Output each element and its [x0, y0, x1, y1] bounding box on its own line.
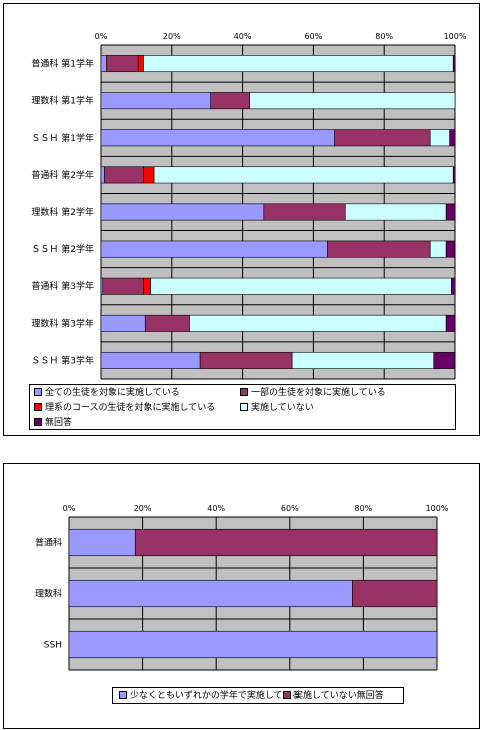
- x-tick-label: 20%: [163, 32, 181, 41]
- x-tick-label: 80%: [375, 32, 393, 41]
- bar-segment-4: [429, 240, 447, 258]
- chart-2-legend: 少なくともいずれかの学年で実施している 実施していない無回答: [112, 687, 404, 704]
- legend-label: 理系のコースの生徒を対象に実施している: [45, 403, 216, 413]
- bar-segment-5: [451, 277, 456, 295]
- chart-1-legend: 全ての生徒を対象に実施している 一部の生徒を対象に実施している理系のコースの生徒を…: [29, 384, 456, 430]
- bar-segment-1: [100, 203, 265, 221]
- bar-segment-2: [104, 166, 144, 184]
- bar-segment-5: [449, 129, 456, 147]
- category-label: ＳＳＨ 第2学年: [31, 243, 94, 255]
- x-tick-label: 100%: [426, 504, 449, 513]
- bar-segment-4: [291, 351, 435, 369]
- legend-label: 実施していない: [251, 403, 314, 413]
- legend-item: 一部の生徒を対象に実施している: [240, 387, 386, 399]
- category-label: SSH: [44, 641, 62, 651]
- x-tick-label: 0%: [95, 32, 108, 41]
- bar-segment-1: [100, 166, 105, 184]
- bar-segment-1: [68, 528, 136, 557]
- legend-label: 全ての生徒を対象に実施している: [45, 388, 180, 398]
- category-label: 普通科 第3学年: [31, 280, 94, 292]
- x-tick-label: 40%: [234, 32, 252, 41]
- bar-segment-3: [143, 277, 151, 295]
- bar-segment-2: [327, 240, 431, 258]
- legend-label: 実施していない無回答: [294, 691, 384, 701]
- bar-segment-4: [429, 129, 450, 147]
- bar-segment-4: [150, 277, 452, 295]
- bar-segment-2: [144, 314, 190, 332]
- bar-segment-3: [137, 55, 144, 73]
- chart-panel-2: 0% 20% 40% 60% 80% 100% 普通科理数科 SSH 少なくともいずれかの学年…: [3, 463, 480, 729]
- legend-label: 少なくともいずれかの学年で実施している: [130, 691, 301, 701]
- bar-segment-1: [100, 92, 212, 110]
- bar-segment-1: [100, 55, 107, 73]
- legend-swatch: [283, 690, 291, 699]
- bar-segment-5: [445, 240, 456, 258]
- x-tick-label: 100%: [444, 32, 467, 41]
- legend-label: 一部の生徒を対象に実施している: [251, 388, 386, 398]
- category-label: 普通科: [35, 537, 62, 549]
- category-label: 普通科 第2学年: [31, 169, 94, 181]
- category-label: 普通科 第1学年: [31, 58, 94, 70]
- legend-item: 実施していない: [240, 402, 314, 414]
- bar-segment-4: [153, 166, 454, 184]
- legend-swatch: [240, 387, 248, 396]
- bar-segment-5: [433, 351, 456, 369]
- bar-segment-1: [68, 579, 353, 608]
- legend-swatch: [119, 690, 127, 699]
- x-tick-label: 60%: [281, 504, 299, 513]
- x-tick-label: 40%: [207, 504, 225, 513]
- bar-segment-5: [445, 203, 456, 221]
- legend-label: 無回答: [45, 418, 73, 428]
- category-label: 理数科 第1学年: [31, 95, 94, 107]
- bar-segment-2: [334, 129, 431, 147]
- bar-segment-4: [143, 55, 454, 73]
- category-label: 理数科 第3学年: [31, 317, 94, 329]
- bar-segment-1: [100, 314, 146, 332]
- bar-segment-2: [352, 579, 438, 608]
- bar-segment-4: [189, 314, 447, 332]
- category-label: ＳＳＨ 第3学年: [31, 354, 94, 366]
- bar-segment-1: [100, 351, 201, 369]
- legend-swatch: [34, 417, 42, 426]
- legend-item: 少なくともいずれかの学年で実施している: [119, 690, 301, 702]
- category-label: 理数科 第2学年: [31, 206, 94, 218]
- bar-segment-4: [249, 92, 456, 110]
- bar-segment-2: [134, 528, 438, 557]
- x-tick-label: 0%: [63, 504, 76, 513]
- bar-segment-1: [68, 630, 438, 659]
- legend-item: 全ての生徒を対象に実施している: [34, 387, 180, 399]
- bar-segment-3: [143, 166, 155, 184]
- legend-item: 理系のコースの生徒を対象に実施している: [34, 402, 215, 414]
- x-tick-label: 60%: [305, 32, 323, 41]
- bar-segment-2: [106, 55, 139, 73]
- legend-swatch: [34, 402, 42, 411]
- bar-segment-5: [445, 314, 456, 332]
- legend-swatch: [34, 387, 42, 396]
- legend-item: 無回答: [34, 417, 72, 429]
- bar-segment-5: [452, 166, 456, 184]
- legend-item: 実施していない無回答: [283, 690, 384, 702]
- category-label: 理数科: [35, 588, 62, 600]
- bar-segment-1: [100, 129, 335, 147]
- bar-segment-2: [263, 203, 346, 221]
- bar-segment-2: [199, 351, 293, 369]
- legend-swatch: [240, 402, 248, 411]
- category-label: ＳＳＨ 第1学年: [31, 132, 94, 144]
- bar-segment-2: [210, 92, 250, 110]
- x-tick-label: 20%: [134, 504, 152, 513]
- bar-segment-5: [452, 55, 456, 73]
- bar-segment-4: [344, 203, 447, 221]
- x-tick-label: 80%: [355, 504, 373, 513]
- bar-segment-2: [102, 277, 144, 295]
- bar-segment-1: [100, 240, 328, 258]
- chart-panel-1: 0% 20% 40% 60% 80% 100% 普通科 第1学年 理数科 第1学年 ＳＳＨ 第1…: [3, 3, 480, 436]
